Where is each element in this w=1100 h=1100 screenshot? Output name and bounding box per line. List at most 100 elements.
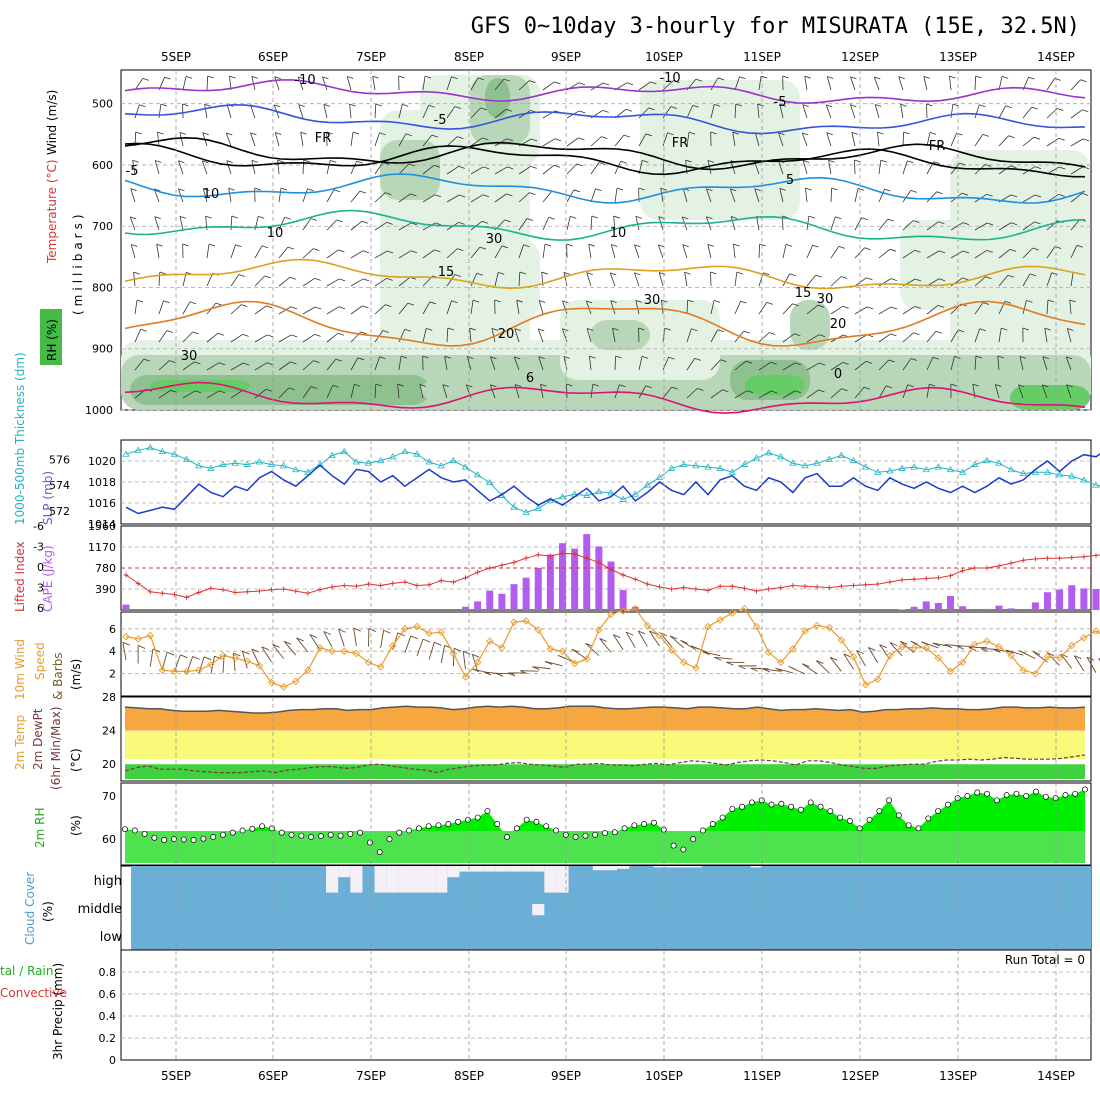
wind-barb-flag bbox=[986, 193, 993, 197]
wind-barb-staff bbox=[804, 76, 808, 91]
wind-barb-staff bbox=[1018, 384, 1024, 399]
cloud-high-gap bbox=[532, 866, 545, 872]
isotherm-label: 15 bbox=[795, 286, 812, 301]
wind-barb-flag bbox=[962, 277, 969, 281]
li-marker bbox=[778, 585, 784, 591]
wind-barb-staff bbox=[950, 104, 954, 119]
wind-barb-flag bbox=[192, 331, 199, 335]
wind10m-marker bbox=[946, 667, 955, 676]
wind-barb-staff bbox=[1022, 300, 1027, 315]
isotherm-label: 20 bbox=[830, 317, 847, 332]
thickness-marker bbox=[704, 463, 712, 470]
wind-barb-flag bbox=[135, 131, 142, 135]
wind-barb-staff bbox=[302, 306, 316, 315]
wind10m-marker bbox=[413, 622, 421, 631]
wind-barb-flag bbox=[523, 244, 530, 248]
wind-barb-staff bbox=[230, 334, 243, 343]
wind-barb-flag bbox=[864, 247, 871, 251]
wind-barb-staff bbox=[612, 328, 616, 343]
wind-barb-staff bbox=[130, 244, 136, 259]
wind-barb-staff bbox=[422, 328, 427, 343]
wind10m-barb-flag bbox=[625, 631, 634, 636]
wind-barb-staff bbox=[589, 356, 592, 371]
cape-bar bbox=[571, 548, 579, 610]
wind-barb-staff bbox=[254, 388, 267, 399]
cape-bar bbox=[1068, 585, 1076, 610]
wind10m-marker bbox=[389, 641, 397, 650]
wind-barb-staff bbox=[1066, 384, 1072, 399]
wind-barb-flag bbox=[566, 243, 573, 247]
rh2m-marker bbox=[837, 814, 844, 821]
wind-barb-staff bbox=[854, 306, 868, 315]
wind-barb-flag bbox=[634, 244, 641, 248]
wind10m-barb bbox=[544, 661, 563, 667]
wind-barb-flag bbox=[770, 390, 778, 394]
wind-barb-flag bbox=[130, 216, 137, 220]
wind10m-barb-flag bbox=[649, 630, 657, 635]
li-marker bbox=[378, 583, 384, 588]
thickness-marker bbox=[1092, 481, 1100, 488]
li-marker bbox=[329, 584, 335, 590]
wind-barb-staff bbox=[661, 300, 664, 315]
wind-barb-flag bbox=[687, 299, 694, 303]
wind-barb-flag bbox=[638, 327, 645, 331]
wind10m-marker bbox=[667, 646, 676, 654]
wind-barb-flag bbox=[405, 133, 412, 137]
wind10m-barb-flag bbox=[1046, 652, 1055, 657]
wind-barb-staff bbox=[758, 332, 770, 343]
cape-bar bbox=[583, 534, 591, 610]
wind-barb-flag bbox=[986, 222, 994, 226]
cloud-high-gap bbox=[653, 866, 666, 868]
thickness-marker bbox=[473, 471, 482, 478]
wind10m-barb-flag bbox=[843, 653, 851, 658]
wind-barb-flag bbox=[1082, 138, 1090, 142]
wind-barb-flag bbox=[623, 134, 631, 138]
wind-barb-staff bbox=[805, 188, 808, 203]
isotherm-line bbox=[124, 136, 1086, 171]
wind-barb-flag bbox=[362, 250, 370, 254]
rh2m-marker bbox=[357, 829, 364, 836]
wind10m-barb bbox=[323, 631, 333, 648]
wind-barb-staff bbox=[1022, 194, 1036, 203]
rh2m-marker bbox=[944, 801, 951, 808]
wind-barb-flag bbox=[298, 104, 305, 108]
li-marker bbox=[353, 583, 359, 589]
wind-barb-staff bbox=[326, 278, 340, 287]
wind-barb-flag bbox=[361, 220, 369, 224]
wind-barb-staff bbox=[900, 104, 904, 119]
wind-barb-flag bbox=[275, 132, 282, 135]
rh2m-marker bbox=[543, 823, 550, 830]
wind-barb-flag bbox=[888, 359, 895, 363]
upper-wind-barbs bbox=[129, 75, 1090, 399]
wind10m-marker bbox=[207, 660, 215, 669]
wind10m-barb bbox=[261, 646, 272, 663]
wind10m-marker bbox=[995, 642, 1003, 651]
thickness-marker bbox=[910, 463, 918, 470]
cloud-high-gap bbox=[556, 866, 569, 893]
wind-barb-staff bbox=[1041, 384, 1048, 399]
wind10m-barb-flag bbox=[368, 628, 377, 632]
wind-barb-staff bbox=[154, 160, 160, 175]
cloud-high-gap bbox=[592, 866, 605, 871]
rh2m-marker bbox=[494, 821, 501, 827]
wind-barb-staff bbox=[1070, 219, 1081, 231]
wind-barb-staff bbox=[326, 332, 339, 343]
wind-barb-staff bbox=[398, 302, 409, 315]
wind-barb-staff bbox=[350, 220, 363, 231]
thickness-marker bbox=[874, 468, 882, 475]
cape-bar bbox=[1056, 589, 1064, 610]
wind-barb-staff bbox=[130, 188, 136, 203]
wind-barb-staff bbox=[682, 244, 688, 259]
rh2m-marker bbox=[249, 825, 256, 832]
wind10m-marker bbox=[1043, 653, 1052, 661]
wind-barb-staff bbox=[878, 385, 887, 399]
wind-barb-flag bbox=[907, 160, 914, 164]
wind-barb-flag bbox=[336, 219, 343, 223]
wind10m-barb-flag bbox=[980, 648, 989, 653]
wind-barb-flag bbox=[778, 132, 785, 136]
wind-barb-staff bbox=[446, 136, 458, 147]
li-marker bbox=[669, 586, 675, 592]
wind-barb-staff bbox=[374, 384, 377, 399]
wind-barb-flag bbox=[566, 383, 573, 387]
